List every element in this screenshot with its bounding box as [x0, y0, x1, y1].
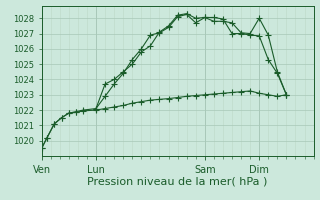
X-axis label: Pression niveau de la mer( hPa ): Pression niveau de la mer( hPa ) [87, 176, 268, 186]
